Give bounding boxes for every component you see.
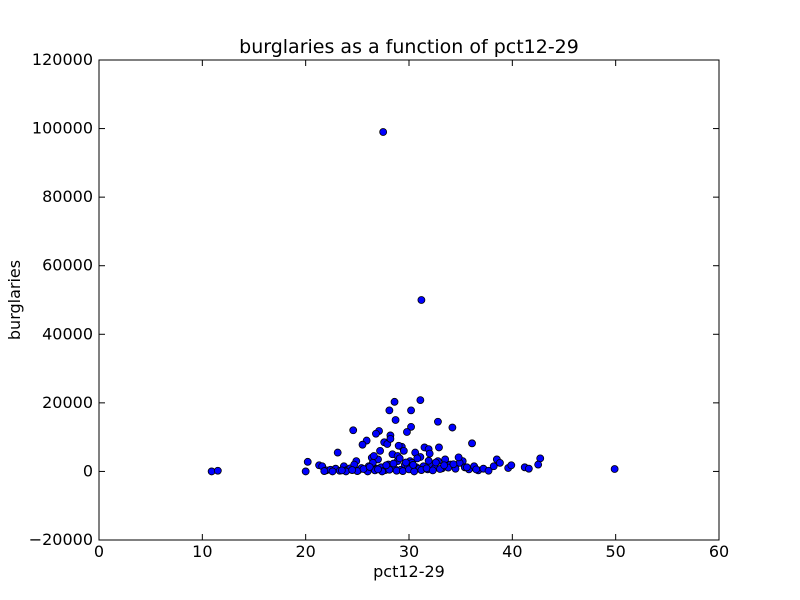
data-point — [389, 459, 398, 468]
data-point — [379, 128, 388, 136]
x-tick-label: 40 — [502, 542, 522, 561]
x-tick-label: 60 — [709, 542, 729, 561]
data-point — [435, 443, 443, 452]
data-point — [386, 434, 395, 443]
data-point — [376, 446, 384, 455]
data-point — [403, 428, 411, 436]
data-point — [374, 465, 382, 474]
y-axis-label: burglaries — [5, 260, 24, 340]
x-tick-label: 50 — [605, 542, 625, 561]
data-point — [434, 417, 442, 426]
data-point — [365, 463, 374, 471]
x-axis-ticks: 0 10 20 30 40 50 60 — [94, 60, 729, 561]
data-point — [410, 467, 419, 476]
data-point — [213, 466, 222, 475]
data-point — [358, 440, 367, 449]
data-point — [369, 452, 378, 460]
data-point — [333, 448, 342, 457]
data-point — [416, 396, 425, 405]
y-tick-label: 60000 — [42, 256, 93, 275]
x-tick-label: 10 — [192, 542, 212, 561]
data-point — [301, 467, 310, 476]
data-point — [413, 454, 422, 463]
data-point — [390, 397, 399, 406]
data-point — [409, 461, 418, 469]
data-point — [454, 453, 463, 462]
y-tick-label: 100000 — [32, 119, 93, 138]
data-point — [507, 461, 516, 470]
data-point — [328, 467, 337, 476]
data-point — [468, 439, 476, 448]
y-tick-label: 40000 — [42, 324, 93, 343]
x-tick-label: 30 — [399, 542, 419, 561]
data-point — [524, 464, 533, 473]
data-point — [407, 406, 415, 415]
data-point — [337, 466, 346, 475]
y-tick-label: 0 — [83, 461, 93, 480]
data-point — [425, 449, 434, 458]
data-point — [394, 441, 403, 450]
x-axis-label: pct12-29 — [373, 562, 445, 581]
data-point — [448, 423, 457, 432]
y-tick-label: 120000 — [32, 50, 93, 69]
data-point — [320, 467, 329, 475]
data-point — [407, 422, 415, 431]
data-point — [440, 461, 449, 470]
x-tick-label: 0 — [94, 542, 104, 561]
data-point — [395, 454, 404, 463]
data-point — [610, 465, 619, 473]
chart-title: burglaries as a function of pct12-29 — [239, 36, 579, 58]
data-point — [431, 458, 440, 467]
data-point — [417, 296, 426, 304]
data-point — [372, 429, 380, 438]
y-tick-label: 80000 — [42, 187, 93, 206]
x-tick-label: 20 — [295, 542, 315, 561]
data-point — [534, 460, 543, 469]
data-point — [428, 466, 437, 475]
data-point — [449, 460, 458, 469]
data-point — [385, 406, 394, 415]
y-axis-ticks: −20000 0 20000 40000 60000 80000 100000 120000 — [29, 50, 719, 549]
data-point — [391, 416, 400, 424]
data-point — [348, 466, 357, 474]
data-point — [424, 456, 433, 465]
data-point — [472, 465, 481, 474]
data-point — [303, 457, 312, 466]
data-point — [462, 463, 471, 472]
y-tick-label: −20000 — [29, 530, 93, 549]
data-point — [489, 462, 498, 471]
data-point — [382, 461, 391, 470]
data-point — [401, 458, 410, 467]
data-point — [349, 426, 358, 435]
data-point — [399, 446, 408, 455]
y-tick-label: 20000 — [42, 393, 93, 412]
data-points — [207, 128, 619, 476]
data-point — [496, 458, 504, 467]
data-point — [484, 466, 493, 475]
